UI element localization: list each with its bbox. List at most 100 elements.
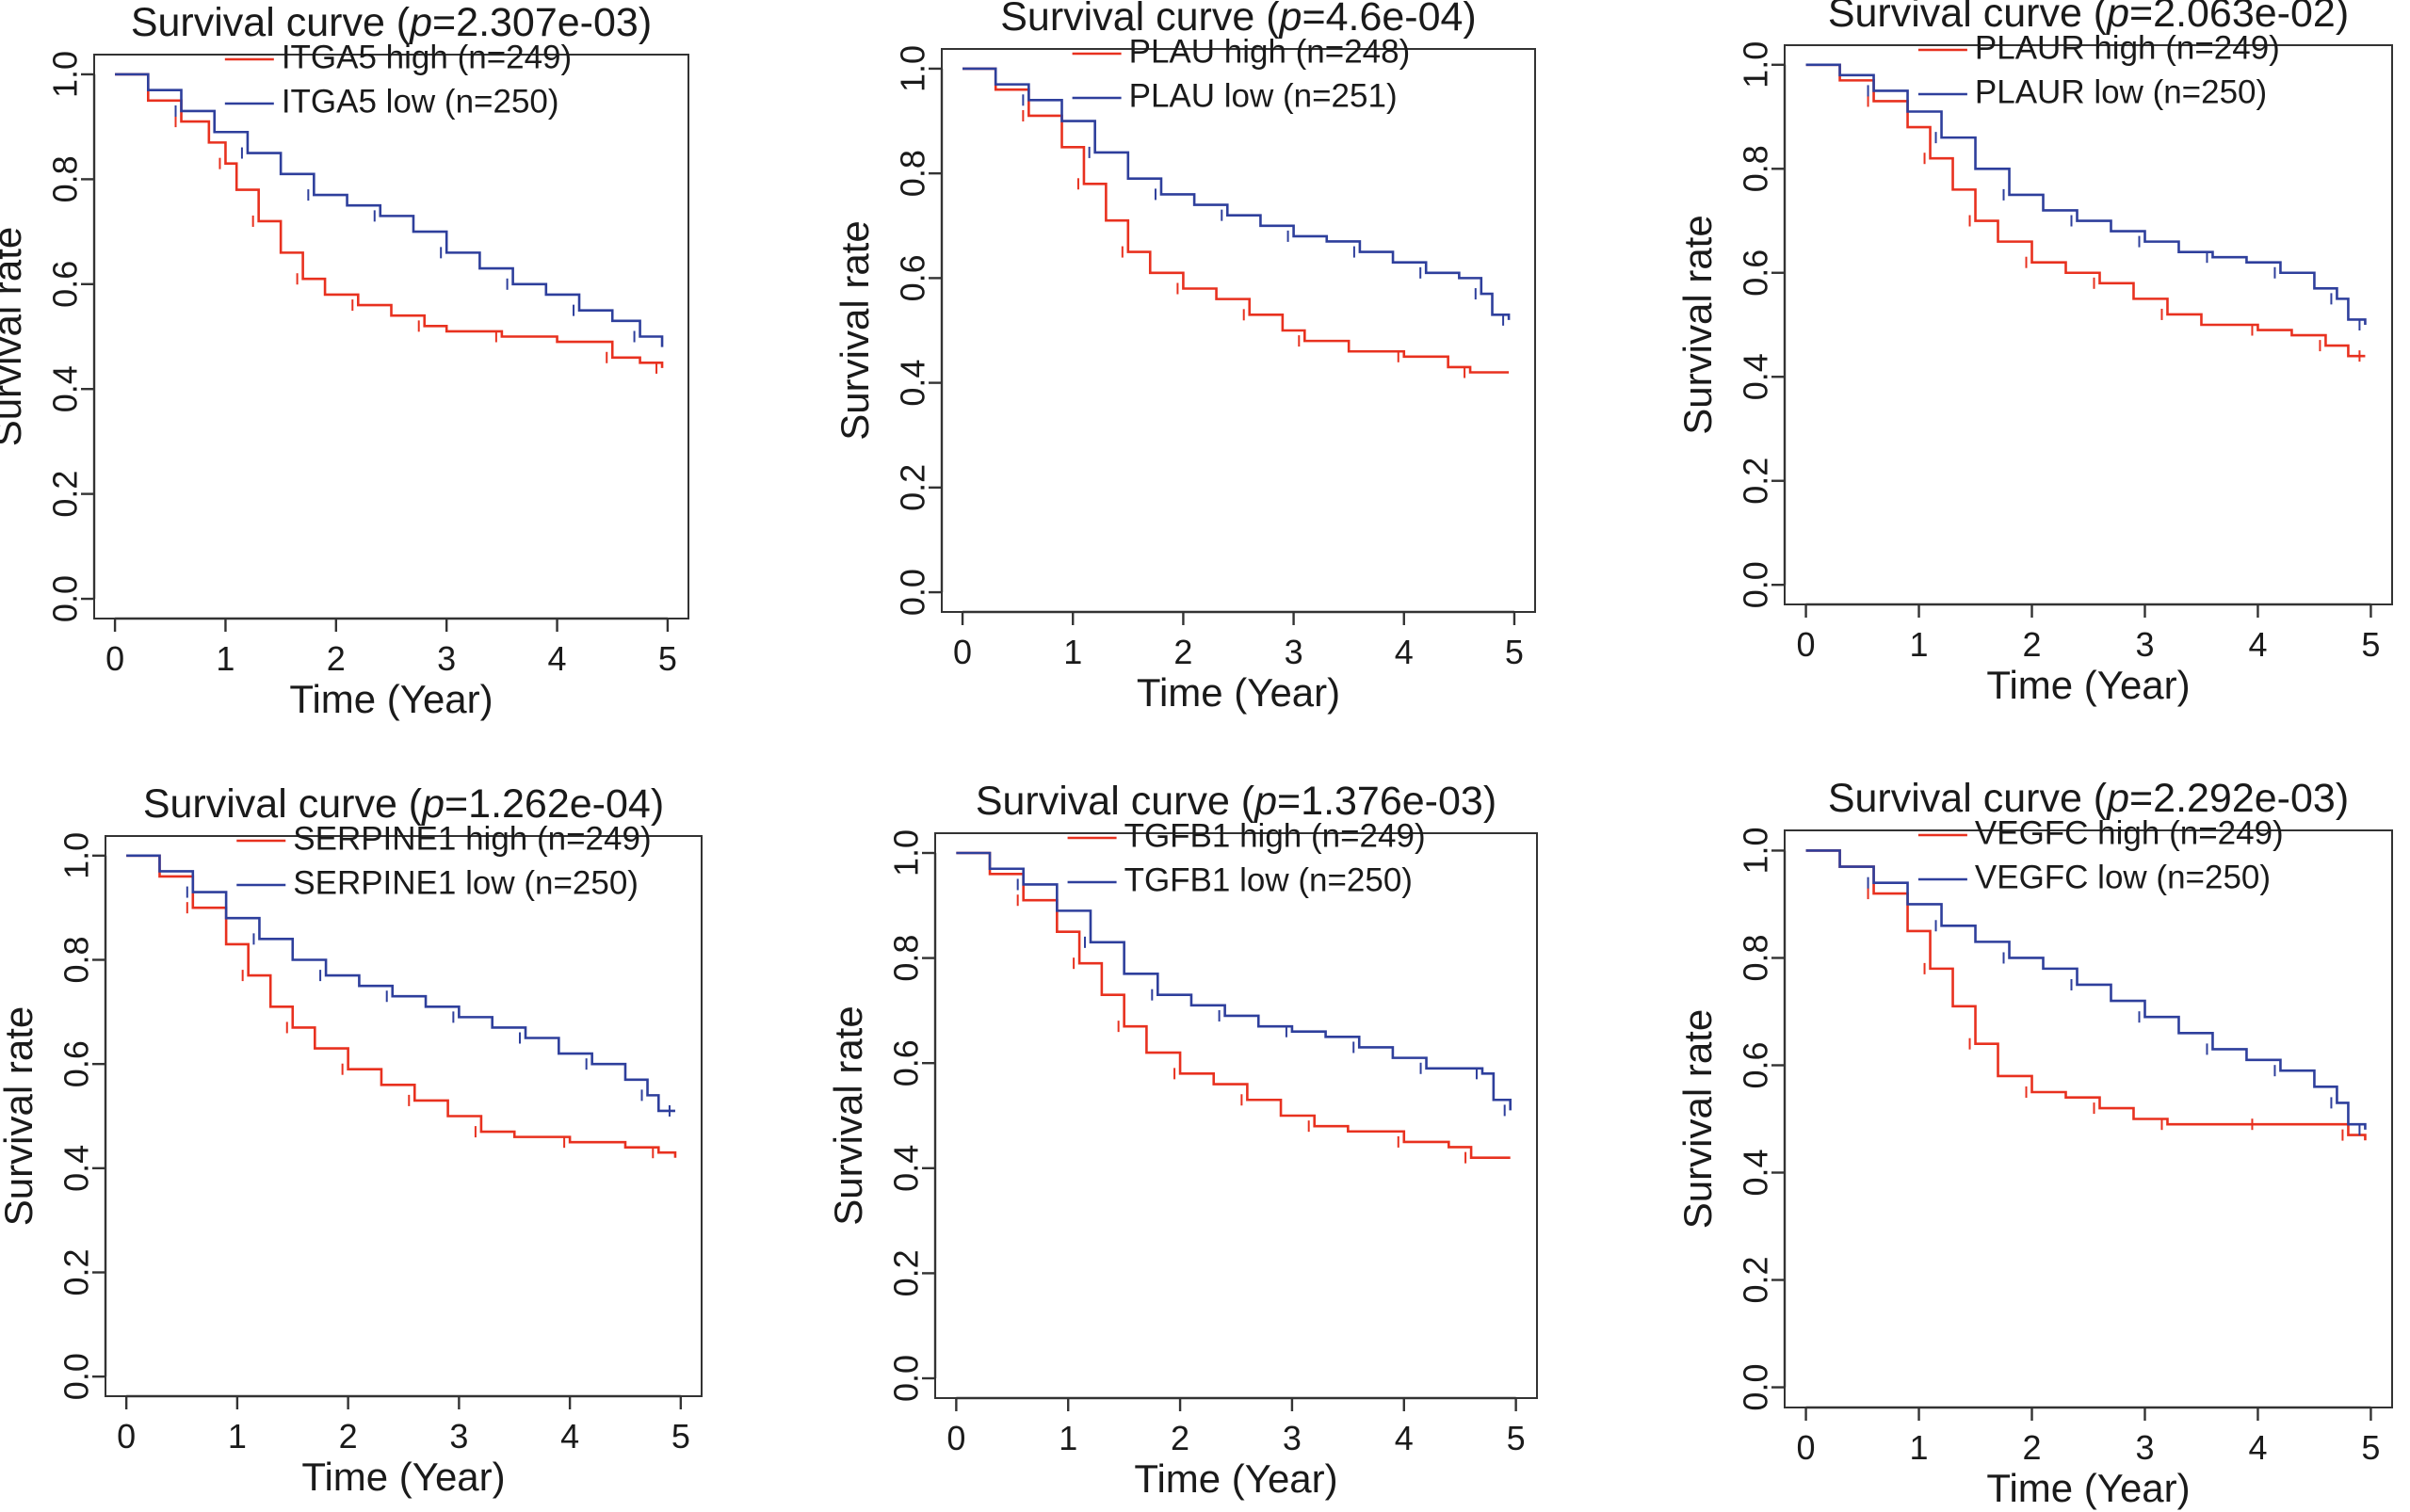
y-tick-label: 0.2	[894, 464, 932, 511]
y-tick-label: 0.4	[57, 1145, 96, 1192]
y-tick-label: 0.8	[887, 935, 926, 982]
y-tick-label: 0.4	[1737, 1149, 1775, 1196]
x-tick-label: 4	[548, 639, 567, 678]
chart-title: Survival curve (p=2.063e-02)	[1828, 0, 2349, 36]
y-tick-label: 0.6	[894, 254, 932, 301]
title-value: =2.063e-02)	[2129, 0, 2349, 36]
title-value: =2.307e-03)	[432, 0, 652, 45]
x-tick-label: 0	[105, 639, 124, 678]
x-tick-label: 0	[953, 633, 972, 671]
x-tick-label: 5	[658, 639, 677, 678]
x-axis-title: Time (Year)	[301, 1455, 505, 1499]
y-tick-label: 0.0	[887, 1355, 926, 1402]
chart-title: Survival curve (p=1.376e-03)	[976, 779, 1496, 824]
x-tick-label: 5	[671, 1417, 690, 1456]
x-tick-label: 1	[216, 639, 235, 678]
title-p: p	[420, 781, 445, 827]
y-tick-label: 0.2	[1737, 1257, 1775, 1304]
x-tick-label: 4	[1395, 1419, 1414, 1457]
plot-frame	[1784, 44, 2393, 605]
title-value: =1.376e-03)	[1277, 779, 1496, 824]
x-tick-label: 1	[1063, 633, 1082, 671]
x-tick-label: 5	[2361, 625, 2380, 664]
survival-curve-high	[962, 67, 1510, 374]
x-tick-label: 2	[1171, 1419, 1189, 1457]
x-tick-label: 3	[1283, 1419, 1302, 1457]
legend-label-high: PLAU high (n=248)	[1129, 33, 1411, 70]
legend-label-low: PLAUR low (n=250)	[1975, 73, 2267, 110]
plot-frame	[941, 48, 1536, 613]
survival-curve-low	[962, 67, 1511, 320]
title-p: p	[1278, 0, 1302, 40]
x-tick-label: 2	[1173, 633, 1192, 671]
x-tick-label: 1	[1910, 1428, 1929, 1467]
x-axis-title: Time (Year)	[289, 677, 493, 721]
survival-curve-low	[1805, 63, 2367, 325]
chart-title: Survival curve (p=4.6e-04)	[1000, 0, 1477, 40]
legend-label-high: PLAUR high (n=249)	[1975, 29, 2280, 66]
x-tick-label: 0	[1797, 625, 1816, 664]
x-tick-label: 3	[437, 639, 456, 678]
y-tick-label: 0.8	[46, 155, 85, 202]
y-tick-label: 0.4	[894, 360, 932, 407]
y-tick-label: 0.6	[46, 261, 85, 308]
chart-title: Survival curve (p=1.262e-04)	[143, 781, 664, 827]
y-axis-title: Survival rate	[826, 1005, 870, 1225]
y-tick-label: 0.0	[57, 1353, 96, 1400]
x-tick-label: 1	[1910, 625, 1929, 664]
title-p: p	[2105, 776, 2129, 821]
title-p: p	[408, 0, 432, 45]
x-tick-label: 2	[2022, 1428, 2041, 1467]
y-tick-label: 0.6	[57, 1040, 96, 1087]
y-axis-title: Survival rate	[0, 1006, 40, 1226]
x-tick-label: 3	[449, 1417, 468, 1456]
title-prefix: Survival curve (	[1000, 0, 1280, 40]
chart-title: Survival curve (p=2.307e-03)	[131, 0, 652, 45]
y-tick-label: 0.8	[57, 936, 96, 983]
y-axis-title: Survival rate	[1675, 215, 1720, 434]
y-axis-title: Survival rate	[0, 227, 29, 446]
chart-panel-5: 0 1 2 3 4 5 0.0 0.2 0.4 0.6 0.8 1.0 Time (Year) Survi…	[826, 779, 1538, 1501]
x-axis-title: Time (Year)	[1137, 670, 1340, 715]
x-tick-label: 2	[327, 639, 346, 678]
y-tick-label: 0.4	[887, 1145, 926, 1192]
survival-curve-low	[956, 851, 1512, 1111]
legend-label-high: TGFB1 high (n=249)	[1124, 817, 1426, 854]
y-tick-label: 1.0	[57, 832, 96, 879]
x-tick-label: 4	[2248, 1428, 2267, 1467]
survival-curve-low	[126, 854, 675, 1113]
legend-label-low: TGFB1 low (n=250)	[1124, 861, 1413, 898]
y-tick-label: 0.2	[1737, 458, 1775, 505]
x-tick-label: 4	[560, 1417, 579, 1456]
x-tick-label: 3	[1285, 633, 1303, 671]
x-tick-label: 2	[339, 1417, 358, 1456]
title-prefix: Survival curve (	[1828, 776, 2108, 821]
y-tick-label: 0.6	[1737, 249, 1775, 297]
x-axis-title: Time (Year)	[1986, 663, 2190, 707]
plot-frame	[93, 54, 689, 619]
title-p: p	[2105, 0, 2129, 36]
title-prefix: Survival curve (	[131, 0, 411, 45]
x-tick-label: 1	[1059, 1419, 1077, 1457]
chart-panel-1: 0 1 2 3 4 5 0.0 0.2 0.4 0.6 0.8 1.0 Time (Year) Survi…	[0, 0, 689, 721]
x-tick-label: 5	[2361, 1428, 2380, 1467]
chart-panel-4: 0 1 2 3 4 5 0.0 0.2 0.4 0.6 0.8 1.0 Time (Year) Survi…	[0, 781, 703, 1499]
plot-frame	[1784, 829, 2393, 1408]
plot-frame	[105, 835, 703, 1397]
y-tick-label: 0.8	[894, 150, 932, 197]
x-axis-title: Time (Year)	[1986, 1466, 2190, 1510]
y-tick-label: 0.0	[46, 575, 85, 622]
x-tick-label: 4	[2248, 625, 2267, 664]
survival-curve-low	[115, 72, 664, 347]
title-prefix: Survival curve (	[1828, 0, 2108, 36]
y-tick-label: 0.0	[1737, 561, 1775, 608]
y-tick-label: 1.0	[1737, 41, 1775, 88]
legend-label-low: ITGA5 low (n=250)	[282, 83, 559, 120]
title-prefix: Survival curve (	[976, 779, 1255, 824]
chart-panel-2: 0 1 2 3 4 5 0.0 0.2 0.4 0.6 0.8 1.0 Time (Year) Survi…	[833, 0, 1536, 715]
x-tick-label: 0	[1797, 1428, 1816, 1467]
title-value: =1.262e-04)	[445, 781, 664, 827]
x-tick-label: 0	[117, 1417, 136, 1456]
x-tick-label: 3	[2135, 1428, 2154, 1467]
chart-panel-3: 0 1 2 3 4 5 0.0 0.2 0.4 0.6 0.8 1.0 Time (Year) Survi…	[1675, 0, 2393, 707]
